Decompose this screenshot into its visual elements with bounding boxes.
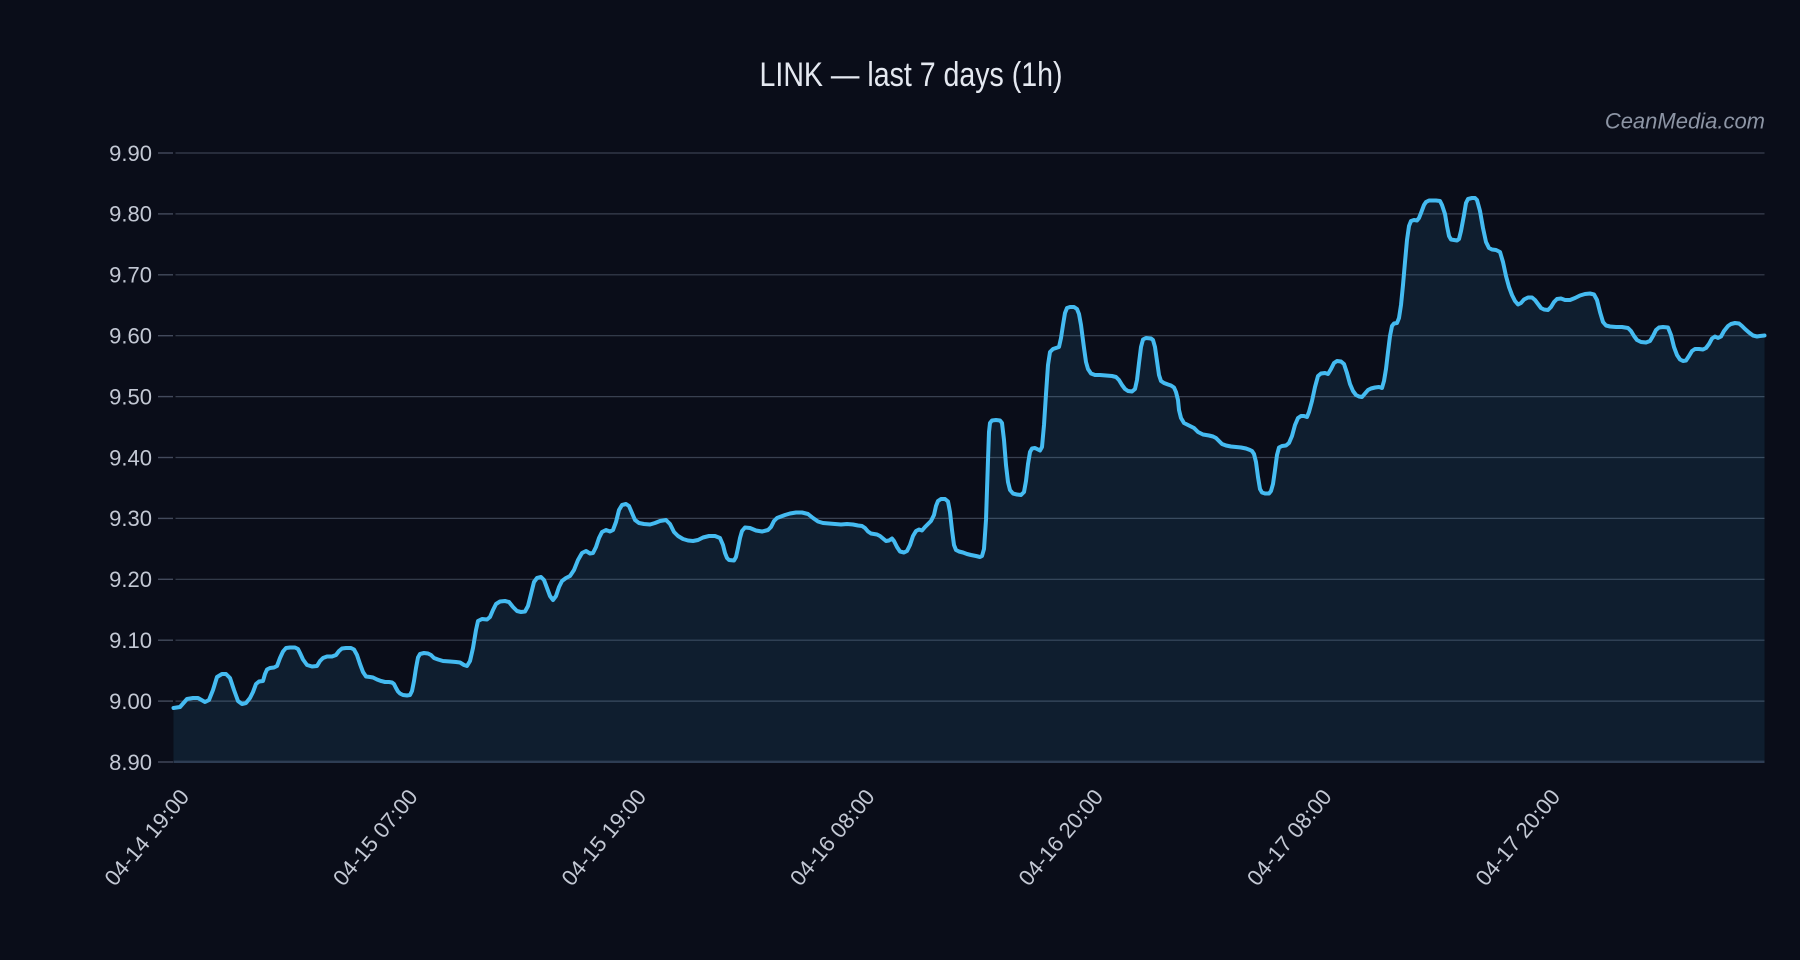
svg-text:9.10: 9.10: [109, 628, 152, 653]
svg-text:8.90: 8.90: [109, 750, 152, 775]
svg-text:9.60: 9.60: [109, 324, 152, 349]
svg-text:9.20: 9.20: [109, 567, 152, 592]
svg-text:9.70: 9.70: [109, 263, 152, 288]
svg-text:9.80: 9.80: [109, 202, 152, 227]
svg-text:9.30: 9.30: [109, 506, 152, 531]
svg-text:9.40: 9.40: [109, 445, 152, 470]
svg-text:LINK — last 7 days (1h): LINK — last 7 days (1h): [760, 56, 1063, 94]
svg-text:9.00: 9.00: [109, 689, 152, 714]
svg-text:9.50: 9.50: [109, 384, 152, 409]
svg-text:CeanMedia.com: CeanMedia.com: [1605, 109, 1765, 134]
svg-text:9.90: 9.90: [109, 141, 152, 166]
